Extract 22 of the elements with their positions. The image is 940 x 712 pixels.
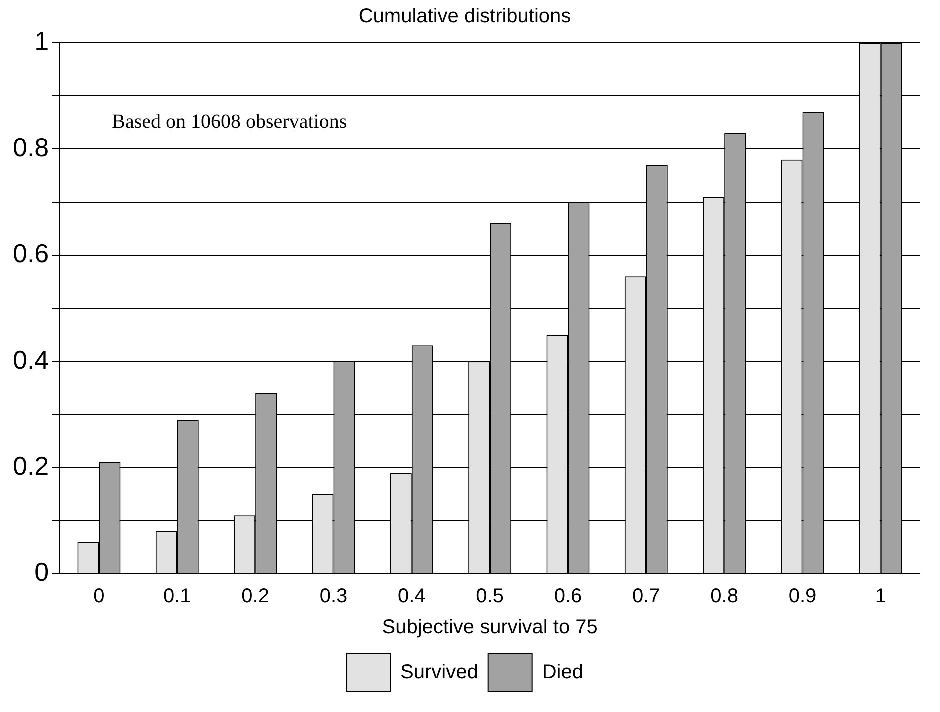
annotation: Based on 10608 observations [112,110,348,133]
chart-title: Cumulative distributions [358,6,572,28]
legend-label: Died [542,662,584,684]
x-axis-title: Subjective survival to 75 [382,616,598,639]
x-tick-label: 0.3 [320,586,348,608]
y-tick-label: 0.6 [12,238,50,269]
x-tick-label: 0.6 [554,586,582,608]
x-tick-label: 0 [94,586,105,608]
x-tick-label: 0.7 [632,586,660,608]
legend-label: Survived [400,662,478,684]
x-tick-label: 0.9 [788,586,817,608]
y-tick-label: 0.2 [12,450,50,481]
y-tick-label: 0 [34,557,50,588]
x-tick-label: 0.4 [398,586,426,608]
x-tick-label: 0.1 [163,586,192,608]
y-tick-label: 0.4 [12,344,50,375]
x-tick-label: 1 [875,586,886,608]
x-tick-label: 0.8 [710,586,738,608]
x-tick-label: 0.2 [242,586,270,608]
x-tick-label: 0.5 [476,586,504,608]
y-tick-label: 0.8 [12,132,50,162]
y-tick-label: 1 [34,26,50,56]
